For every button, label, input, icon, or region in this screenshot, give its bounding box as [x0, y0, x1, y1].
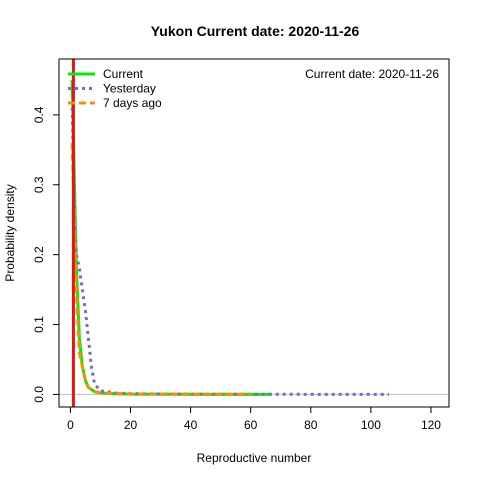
x-tick-label: 0	[67, 418, 74, 432]
series-line-yesterday	[70, 107, 389, 396]
legend-label: Current	[103, 67, 144, 81]
data-layer	[59, 59, 449, 407]
legend-label: Yesterday	[103, 82, 156, 96]
legend-label: 7 days ago	[103, 96, 162, 110]
y-tick-label: 0.0	[32, 386, 46, 403]
y-tick-label: 0.4	[32, 106, 46, 123]
y-tick-label: 0.3	[32, 176, 46, 193]
current-date-annotation: Current date: 2020-11-26	[305, 67, 439, 81]
y-axis: 0.0 0.1 0.2 0.3 0.4	[32, 106, 60, 403]
chart-title: Yukon Current date: 2020-11-26	[151, 23, 360, 39]
x-tick-label: 40	[184, 418, 198, 432]
x-tick-label: 80	[304, 418, 318, 432]
x-tick-label: 120	[421, 418, 441, 432]
y-tick-label: 0.1	[32, 316, 46, 333]
y-axis-title: Probability density	[3, 184, 17, 281]
x-axis-title: Reproductive number	[197, 451, 312, 465]
x-tick-label: 60	[244, 418, 258, 432]
x-axis: 0 20 40 60 80 100 120	[67, 406, 441, 432]
series-line-7-days-ago	[70, 142, 251, 396]
x-tick-label: 20	[124, 418, 138, 432]
x-tick-label: 100	[361, 418, 381, 432]
y-tick-label: 0.2	[32, 246, 46, 263]
